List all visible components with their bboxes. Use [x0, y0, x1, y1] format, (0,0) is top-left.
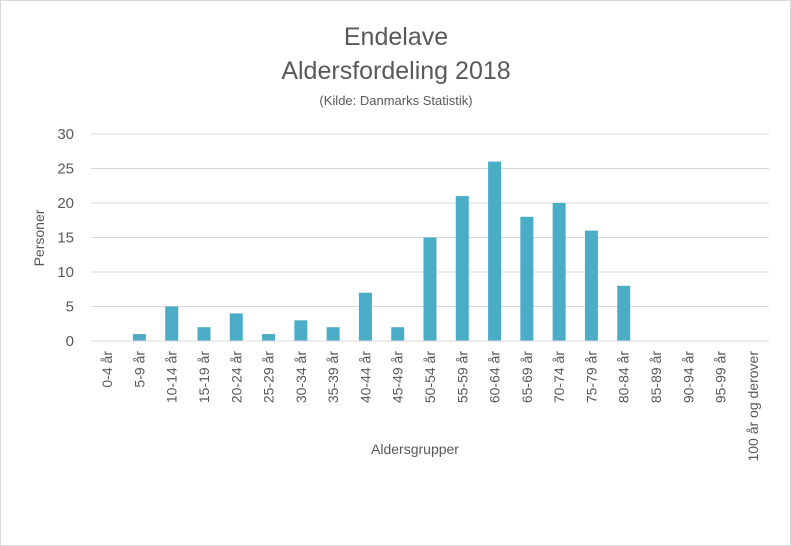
x-tick-label: 50-54 år: [422, 351, 438, 403]
bar: [617, 285, 631, 341]
bar: [326, 327, 340, 341]
y-axis-ticks: 0 5 10 15 20 25 30: [57, 126, 74, 350]
bar: [391, 327, 405, 341]
bar: [455, 196, 469, 341]
chart-title: Endelave: [344, 23, 448, 51]
x-tick-label: 35-39 år: [325, 351, 341, 403]
bar: [132, 334, 146, 341]
y-tick-label: 10: [57, 264, 74, 281]
y-tick-label: 20: [57, 195, 74, 212]
bar: [520, 216, 534, 341]
x-tick-label: 70-74 år: [551, 351, 567, 403]
x-tick-label: 30-34 år: [293, 351, 309, 403]
y-axis-label: Personer: [31, 209, 47, 266]
bar: [552, 203, 566, 341]
x-tick-label: 95-99 år: [713, 351, 729, 403]
bar: [294, 320, 308, 341]
x-tick-label: 65-69 år: [519, 351, 535, 403]
bar: [358, 292, 372, 341]
x-tick-label: 90-94 år: [680, 351, 696, 403]
bar: [488, 161, 502, 341]
bars: [132, 161, 631, 341]
x-tick-label: 20-24 år: [228, 351, 244, 403]
bar: [584, 230, 598, 341]
x-tick-label: 0-4 år: [99, 351, 115, 388]
x-tick-label: 10-14 år: [164, 351, 180, 403]
bar: [423, 237, 437, 341]
x-tick-label: 5-9 år: [131, 351, 147, 388]
x-tick-label: 55-59 år: [454, 351, 470, 403]
x-tick-label: 40-44 år: [357, 351, 373, 403]
bar: [197, 327, 211, 341]
bar: [262, 334, 276, 341]
chart-subtitle: (Kilde: Danmarks Statistik): [319, 93, 472, 108]
bar: [165, 306, 179, 341]
y-tick-label: 30: [57, 126, 74, 143]
y-tick-label: 0: [66, 333, 74, 350]
x-tick-label: 25-29 år: [261, 351, 277, 403]
x-axis-label: Aldersgrupper: [371, 441, 459, 457]
chart-title-line2: Aldersfordeling 2018: [281, 57, 510, 85]
y-tick-label: 25: [57, 161, 74, 178]
x-tick-label: 60-64 år: [487, 351, 503, 403]
x-tick-label: 45-49 år: [390, 351, 406, 403]
x-tick-label: 100 år og derover: [745, 351, 761, 462]
x-tick-label: 85-89 år: [648, 351, 664, 403]
x-tick-label: 75-79 år: [583, 351, 599, 403]
x-tick-label: 80-84 år: [616, 351, 632, 403]
y-tick-label: 5: [66, 299, 74, 316]
y-tick-label: 15: [57, 230, 74, 247]
x-axis-ticks: 0-4 år 5-9 år 10-14 år 15-19 år 20-24 år 25-2…: [99, 351, 761, 462]
x-tick-label: 15-19 år: [196, 351, 212, 403]
bar: [229, 313, 243, 341]
